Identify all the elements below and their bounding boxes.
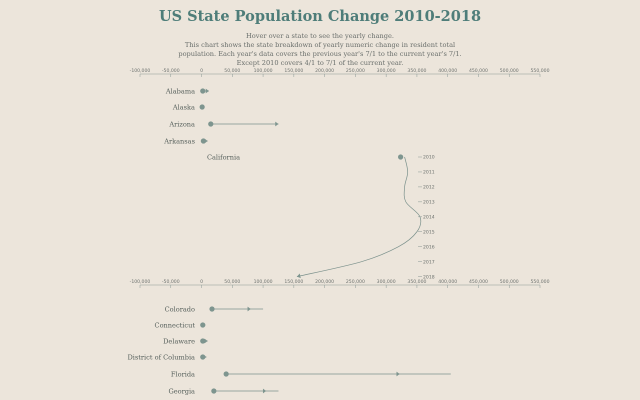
x-axis-middle-tick-label: 250,000 <box>346 279 365 285</box>
expanded-state-label: California <box>207 153 240 161</box>
x-axis-middle-tick-label: 550,000 <box>531 279 550 285</box>
x-axis-top-tick-label: 300,000 <box>377 68 396 74</box>
x-axis-middle-tick-label: -50,000 <box>162 279 180 285</box>
expanded-state-trajectory <box>296 156 422 277</box>
state-start-dot-after-0 <box>209 306 215 312</box>
x-axis-middle-tick-label: 200,000 <box>315 279 334 285</box>
state-end-arrow-before-0 <box>205 88 209 94</box>
x-axis-middle-tick-label: 450,000 <box>469 279 488 285</box>
x-axis-top-tick-label: 350,000 <box>407 68 426 74</box>
x-axis-middle-tick-label: 0 <box>200 279 203 285</box>
state-end-arrow-after-5 <box>262 388 267 394</box>
year-label-2017: 2017 <box>423 259 435 265</box>
x-axis-top-tick-label: 550,000 <box>531 68 550 74</box>
subtitle-line-4: Except 2010 covers 4/1 to 7/1 of the cur… <box>237 59 404 67</box>
year-label-2013: 2013 <box>423 200 435 206</box>
x-axis-top-tick-label: 500,000 <box>500 68 519 74</box>
x-axis-middle-tick-label: 50,000 <box>224 279 240 285</box>
x-axis-top-tick-label: -100,000 <box>130 68 151 74</box>
x-axis-top-tick-label: 400,000 <box>438 68 457 74</box>
x-axis-top-tick-label: 450,000 <box>469 68 488 74</box>
state-start-dot-after-2 <box>200 338 206 344</box>
state-end-arrow-after-0 <box>247 306 251 312</box>
year-label-2014: 2014 <box>423 215 435 221</box>
state-start-dot-after-4 <box>223 371 229 377</box>
x-axis-top-tick-label: 100,000 <box>254 68 273 74</box>
subtitle-line-2: This chart shows the state breakdown of … <box>185 41 455 49</box>
state-start-dot-after-5 <box>211 388 217 394</box>
state-end-arrow-after-4 <box>396 371 400 377</box>
state-end-arrow-after-1 <box>202 322 206 328</box>
state-start-dot-before-0 <box>200 88 206 94</box>
x-axis-middle-tick-label: 100,000 <box>254 279 273 285</box>
state-label-after-3: District of Columbia <box>127 353 195 361</box>
x-axis-middle-tick-label: 350,000 <box>407 279 426 285</box>
year-label-2015: 2015 <box>423 229 435 235</box>
state-end-arrow-before-2 <box>275 121 279 127</box>
chart-title: US State Population Change 2010-2018 <box>159 8 481 25</box>
expanded-state-end-arrow <box>296 273 301 279</box>
state-label-after-4: Florida <box>171 370 195 378</box>
x-axis-top-tick-label: 250,000 <box>346 68 365 74</box>
x-axis-top-tick-label: 0 <box>200 68 203 74</box>
x-axis-top-tick-label: 150,000 <box>284 68 303 74</box>
x-axis-middle-tick-label: 300,000 <box>377 279 396 285</box>
year-label-2016: 2016 <box>423 244 435 250</box>
year-label-2010: 2010 <box>423 155 435 161</box>
year-label-2011: 2011 <box>423 170 435 176</box>
state-end-arrow-before-1 <box>200 104 204 110</box>
x-axis-middle-tick-label: 150,000 <box>284 279 303 285</box>
x-axis-top-tick-label: 200,000 <box>315 68 334 74</box>
expanded-state-start-dot <box>398 154 404 160</box>
x-axis-middle-tick-label: 500,000 <box>500 279 519 285</box>
year-label-2012: 2012 <box>423 185 435 191</box>
x-axis-top-tick-label: -50,000 <box>162 68 180 74</box>
subtitle-line-1: Hover over a state to see the yearly cha… <box>246 32 394 40</box>
state-end-arrow-after-2 <box>204 338 208 344</box>
state-end-arrow-before-3 <box>204 138 208 144</box>
state-label-before-2: Arizona <box>168 120 195 128</box>
state-label-after-0: Colorado <box>165 305 195 313</box>
year-label-2018: 2018 <box>423 274 435 280</box>
x-axis-middle-tick-label: -100,000 <box>130 279 151 285</box>
chart-plot-area: -100,000 -50,000 0 50,000 100,000 150,000 200,… <box>127 68 549 395</box>
x-axis-middle-tick-label: 400,000 <box>438 279 457 285</box>
x-axis-top-tick-label: 50,000 <box>224 68 240 74</box>
state-label-before-1: Alaska <box>172 103 195 111</box>
state-label-before-3: Arkansas <box>163 137 195 145</box>
state-label-before-0: Alabama <box>165 87 195 95</box>
subtitle-line-3: population. Each year's data covers the … <box>178 50 461 58</box>
state-label-after-5: Georgia <box>168 387 195 395</box>
state-label-after-1: Connecticut <box>155 321 196 329</box>
state-label-after-2: Delaware <box>163 337 195 345</box>
state-start-dot-before-2 <box>208 121 214 127</box>
state-end-arrow-after-3 <box>203 354 207 360</box>
